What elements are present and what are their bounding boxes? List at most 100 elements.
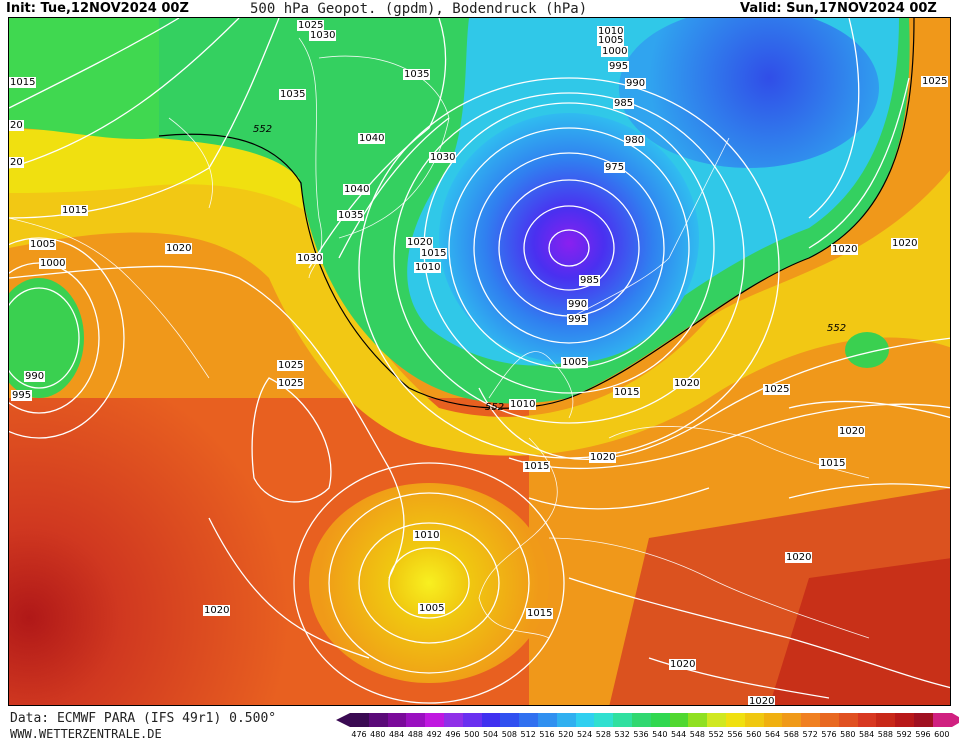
scale-swatch [538, 713, 558, 727]
scale-tick-label: 592 [896, 730, 912, 739]
scale-tick-label: 560 [746, 730, 762, 739]
scale-swatch [876, 713, 896, 727]
isobar-label: 1005 [29, 239, 57, 250]
isobar-label: 1005 [561, 357, 589, 368]
isobar-label: 1020 [673, 378, 701, 389]
scale-tick-label: 516 [539, 730, 555, 739]
isobar-label: 985 [613, 98, 635, 109]
isobar-label: 1040 [343, 184, 371, 195]
deep-low [439, 113, 699, 363]
yellow-band [9, 159, 950, 456]
geopot-label: 552 [253, 124, 273, 135]
scale-tick-label: 580 [840, 730, 856, 739]
isobar-label: 20 [9, 157, 24, 168]
scale-tick-label: 532 [614, 730, 630, 739]
green-northwest [9, 18, 159, 140]
scale-tick-label: 500 [464, 730, 480, 739]
isobar-label: 1000 [601, 46, 629, 57]
isobar-label: 975 [604, 162, 626, 173]
scale-tick-label: 524 [576, 730, 593, 739]
isobar-label: 980 [624, 135, 646, 146]
scale-swatch [801, 713, 821, 727]
scale-right-arrow [951, 713, 959, 727]
scale-tick-label: 564 [764, 730, 781, 739]
scale-swatch [669, 713, 689, 727]
deep-red-southeast [769, 558, 950, 705]
scale-swatch [763, 713, 783, 727]
geopot-label: 552 [485, 402, 505, 413]
isobar-label: 1020 [165, 243, 193, 254]
scale-swatch [556, 713, 577, 727]
isobar-label: 990 [567, 299, 589, 310]
isobar-label: 1015 [420, 248, 448, 259]
isobar-label: 1025 [763, 384, 791, 395]
color-scale: 476 480 484 488 492 496 500 504 508 512 516 520 524 5… [336, 711, 959, 741]
scale-swatch [895, 713, 915, 727]
scale-swatch [519, 713, 539, 727]
isobar-label: 1035 [403, 69, 431, 80]
scale-swatch [726, 713, 746, 727]
scale-swatch [650, 713, 671, 727]
scale-swatch [387, 713, 407, 727]
isobar-label: 1025 [277, 378, 305, 389]
weather-map: 1025 1030 1015 1035 1035 1010 1005 1000 … [8, 17, 951, 706]
scale-tick-label: 504 [482, 730, 499, 739]
scale-swatch [444, 713, 464, 727]
scale-tick-label: 528 [595, 730, 612, 739]
scale-tick-label: 572 [802, 730, 818, 739]
scale-tick-label: 576 [821, 730, 837, 739]
scale-swatch [632, 713, 652, 727]
cutoff-low [309, 483, 549, 683]
isobar-label: 995 [567, 314, 589, 325]
isobar-label: 1020 [891, 238, 919, 249]
scale-swatch [932, 713, 953, 727]
isobar-label: 1000 [39, 258, 67, 269]
scale-tick-label: 544 [670, 730, 687, 739]
scale-tick-label: 508 [501, 730, 518, 739]
isobar-label: 1020 [589, 452, 617, 463]
isobar-label: 1005 [418, 603, 446, 614]
isobar-label: 1020 [831, 244, 859, 255]
isobars [9, 18, 950, 704]
scale-swatch [744, 713, 765, 727]
scale-swatch [914, 713, 934, 727]
scale-tick-label: 476 [351, 730, 367, 739]
east-blob [845, 332, 889, 368]
scale-tick-label: 480 [370, 730, 386, 739]
isobar-label: 1020 [203, 605, 231, 616]
isobar-label: 1010 [414, 262, 442, 273]
scale-swatch [857, 713, 877, 727]
isobar-label: 1020 [838, 426, 866, 437]
isobar-label: 1020 [785, 552, 813, 563]
scale-tick-label: 596 [915, 730, 931, 739]
isobar-label: 1010 [597, 26, 625, 37]
isobar-label: 985 [579, 275, 601, 286]
isobar-label: 1010 [413, 530, 441, 541]
scale-tick-label: 536 [633, 730, 649, 739]
scale-tick-label: 584 [858, 730, 875, 739]
isobar-label: 1015 [613, 387, 641, 398]
isobar-label: 1030 [429, 152, 457, 163]
isobar-label: 1015 [819, 458, 847, 469]
northeast-low [619, 18, 879, 168]
isobar-label: 1030 [309, 30, 337, 41]
scale-swatch [707, 713, 727, 727]
scale-tick-label: 520 [558, 730, 574, 739]
map-field-svg [9, 18, 950, 705]
scale-tick-label: 496 [445, 730, 461, 739]
geopot-label: 552 [827, 323, 847, 334]
valid-time: Valid: Sun,17NOV2024 00Z [740, 1, 937, 16]
scale-swatch [782, 713, 802, 727]
isobar-label: 990 [24, 371, 46, 382]
isobar-label: 1020 [669, 659, 697, 670]
scale-tick-label: 540 [652, 730, 668, 739]
scale-swatch [688, 713, 708, 727]
scale-tick-label: 484 [388, 730, 405, 739]
scale-tick-label: 492 [426, 730, 442, 739]
isobar-label: 1015 [526, 608, 554, 619]
data-source: Data: ECMWF PARA (IFS 49r1) 0.500° [10, 711, 277, 726]
scale-tick-label: 512 [520, 730, 536, 739]
website: WWW.WETTERZENTRALE.DE [10, 727, 162, 741]
scale-swatch [838, 713, 859, 727]
